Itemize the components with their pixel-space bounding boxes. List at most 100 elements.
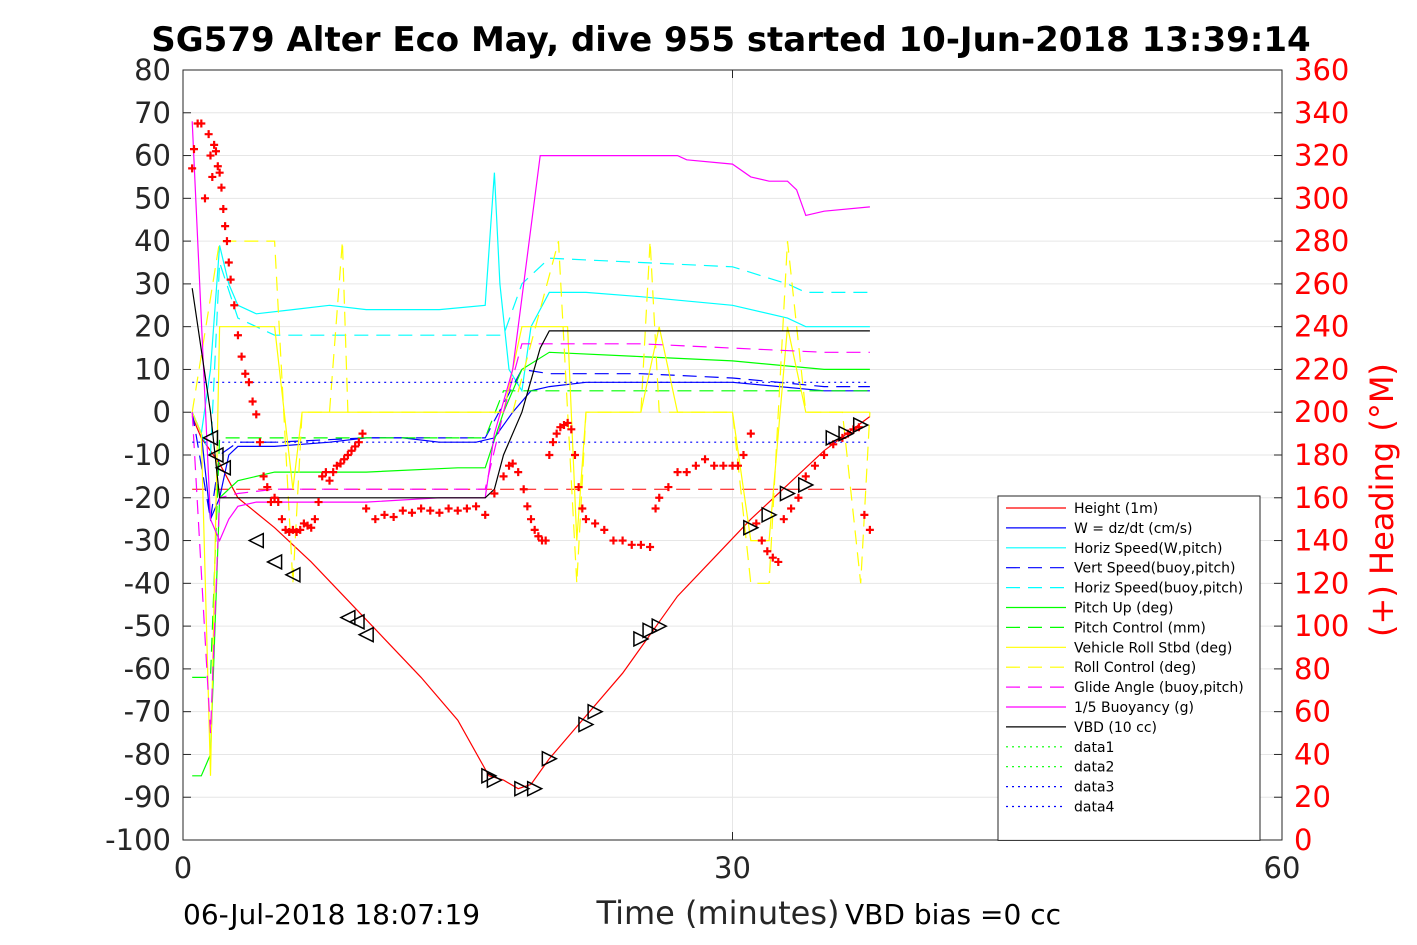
right-y-tick-label: 300 [1294,181,1349,215]
right-y-tick-label: 220 [1294,352,1349,386]
right-y-tick-label: 20 [1294,780,1331,814]
x-tick-label: 30 [714,851,751,885]
y-tick-label: -30 [124,524,171,558]
marker-down [265,553,283,571]
heading-point [490,489,499,498]
heading-point [219,205,228,214]
marker-up [779,485,797,502]
vbd-bias: VBD bias =0 cc [845,898,1061,931]
heading-point [354,438,363,447]
right-y-tick-label: 180 [1294,438,1349,472]
heading-point [274,498,283,507]
heading-point [329,468,338,477]
legend-label: W = dz/dt (cm/s) [1074,521,1193,537]
heading-point [739,451,748,459]
heading-point [362,504,371,513]
heading-point [314,498,323,507]
series-line-glide-angle-buoy-pitch [191,343,870,734]
right-axis-label: (+) Heading (°M) [1363,363,1401,637]
right-y-tick-label: 80 [1294,652,1331,686]
heading-point [270,493,279,502]
heading-point [444,504,453,513]
heading-point [435,508,444,517]
heading-point [574,483,583,492]
heading-point [221,222,230,231]
heading-point [204,130,213,139]
heading-point [810,461,819,470]
series-line-horiz-speed-buoy-pitch [191,257,870,456]
heading-point [701,455,710,464]
heading-point [266,498,275,507]
heading-point [310,515,319,524]
heading-point [508,459,517,468]
heading-point [208,172,217,181]
marker-up [633,630,650,648]
heading-point [752,519,761,528]
y-tick-label: 10 [134,352,171,386]
heading-point [779,515,788,524]
legend-label: Pitch Up (deg) [1074,601,1173,617]
heading-point [230,301,239,310]
heading-point [398,506,407,515]
right-y-tick-label: 160 [1294,481,1349,515]
right-y-tick-label: 360 [1294,53,1349,87]
heading-point [197,119,206,128]
heading-point [527,515,536,524]
right-y-tick-label: 60 [1294,695,1331,729]
heading-point [651,504,660,513]
heading-point [389,513,398,522]
marker-down [207,446,224,464]
heading-point [321,468,330,477]
heading-point [801,472,810,481]
heading-point [263,483,272,492]
heading-point [380,510,389,519]
axes: 80706050403020100-10-20-30-40-50-60-70-8… [105,53,1349,885]
y-tick-label: 50 [134,181,171,215]
y-tick-label: 80 [134,53,171,87]
heading-point [591,519,600,528]
y-tick-label: -10 [124,438,171,472]
heading-point [710,461,719,470]
right-y-tick-label: 100 [1294,609,1349,643]
marker-down [201,429,219,447]
x-tick-label: 60 [1264,851,1301,885]
heading-point [241,369,250,378]
marker-up [852,416,870,434]
x-axis-label: Time (minutes) [596,894,840,932]
y-tick-label: -20 [124,481,171,515]
heading-point [774,557,783,566]
series-line-vert-speed-buoy-pitch [191,368,870,520]
heading-point [545,451,554,459]
heading-point [226,275,235,284]
marker-down [284,566,301,583]
triangle-markers [201,416,870,797]
heading-point [426,506,435,515]
legend-label: Height (1m) [1074,501,1158,517]
heading-point [563,418,572,427]
legend-label: Horiz Speed(W,pitch) [1074,541,1222,557]
series-line-1-5-buoyancy-g [191,121,870,543]
right-y-tick-label: 280 [1294,224,1349,258]
right-y-tick-label: 40 [1294,737,1331,771]
heading-point [523,502,532,511]
series-line-roll-control-deg [191,240,871,584]
series-line-vbd-10-cc [191,288,870,499]
heading-point [787,504,796,513]
heading-point [343,451,352,459]
right-y-tick-label: 340 [1294,96,1349,130]
heading-point [224,258,233,267]
marker-up [651,617,668,635]
chart-title: SG579 Alter Eco May, dive 955 started 10… [151,20,1310,60]
y-tick-label: -80 [124,737,171,771]
heading-point [794,493,803,502]
y-tick-label: 60 [134,139,171,173]
heading-point [462,504,471,513]
marker-up [743,519,760,536]
right-y-tick-label: 140 [1294,524,1349,558]
heading-point [664,483,673,492]
heading-point [453,506,462,515]
heading-point [217,183,226,192]
marker-up [587,703,604,720]
y-tick-label: 70 [134,96,171,130]
heading-point [244,378,253,387]
